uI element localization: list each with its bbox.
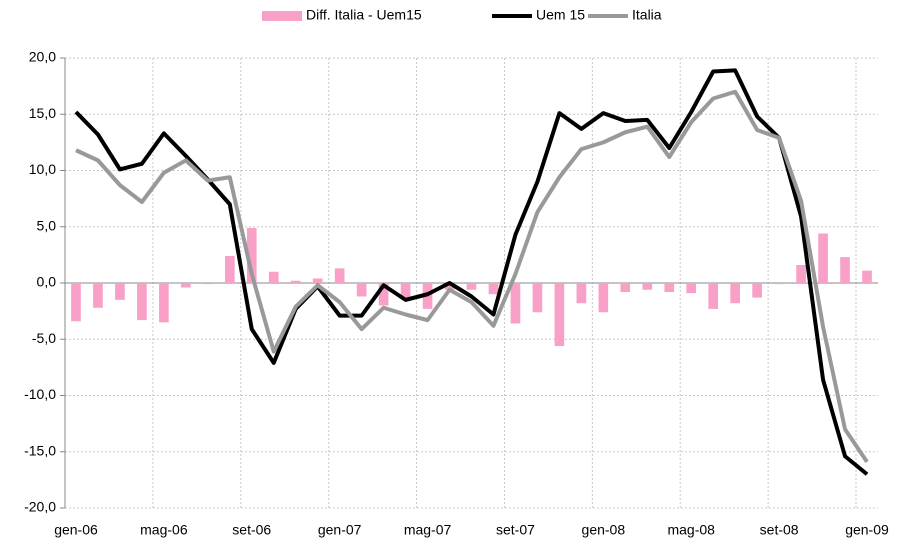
bar bbox=[290, 280, 301, 283]
bar bbox=[708, 283, 719, 309]
x-tick-label: mag-06 bbox=[140, 522, 188, 538]
y-tick-label: 5,0 bbox=[37, 217, 57, 233]
x-tick-label: mag-08 bbox=[667, 522, 715, 538]
legend-swatch bbox=[262, 11, 302, 21]
y-tick-label: -15,0 bbox=[24, 442, 56, 458]
x-tick-label: gen-09 bbox=[845, 522, 889, 538]
bar bbox=[246, 227, 257, 283]
bar bbox=[598, 283, 609, 313]
bar bbox=[137, 283, 147, 321]
y-tick-label: 15,0 bbox=[29, 105, 56, 121]
bar bbox=[840, 257, 850, 283]
bar bbox=[664, 283, 675, 292]
x-tick-label: set-06 bbox=[232, 522, 271, 538]
bar bbox=[752, 283, 762, 298]
bar bbox=[510, 283, 521, 324]
y-tick-label: 20,0 bbox=[29, 49, 56, 65]
x-tick-label: set-08 bbox=[760, 522, 799, 538]
bar bbox=[642, 283, 653, 290]
bar bbox=[268, 271, 279, 283]
bar bbox=[312, 278, 323, 283]
line bbox=[75, 89, 869, 463]
legend-label: Uem 15 bbox=[536, 7, 585, 23]
legend-label: Diff. Italia - Uem15 bbox=[306, 7, 422, 23]
x-tick-label: gen-08 bbox=[582, 522, 626, 538]
x-tick-label: gen-06 bbox=[54, 522, 98, 538]
bar bbox=[466, 283, 477, 290]
y-tick-label: -5,0 bbox=[32, 330, 56, 346]
y-tick-label: 0,0 bbox=[37, 274, 57, 290]
bar bbox=[181, 283, 191, 288]
bar bbox=[400, 283, 411, 298]
bar bbox=[818, 233, 828, 283]
bar bbox=[796, 265, 806, 283]
bar bbox=[71, 283, 81, 322]
bar bbox=[378, 283, 389, 306]
legend-label: Italia bbox=[632, 7, 662, 23]
x-tick-label: gen-07 bbox=[318, 522, 362, 538]
bar bbox=[686, 283, 697, 294]
bar bbox=[159, 283, 169, 323]
bar bbox=[444, 283, 455, 290]
bar bbox=[356, 283, 367, 297]
bar bbox=[576, 283, 587, 304]
bar bbox=[532, 283, 543, 313]
bar bbox=[93, 283, 103, 308]
bar bbox=[554, 283, 565, 346]
bar bbox=[115, 283, 125, 300]
y-tick-label: 10,0 bbox=[29, 161, 56, 177]
x-tick-label: set-07 bbox=[496, 522, 535, 538]
y-tick-label: -20,0 bbox=[24, 499, 56, 515]
bar bbox=[334, 268, 345, 283]
x-tick-label: mag-07 bbox=[404, 522, 452, 538]
y-tick-label: -10,0 bbox=[24, 386, 56, 402]
bar bbox=[774, 283, 784, 285]
bar bbox=[730, 283, 741, 304]
bar bbox=[488, 283, 499, 295]
bar bbox=[202, 283, 213, 285]
bar bbox=[862, 270, 872, 283]
bar bbox=[620, 283, 631, 292]
bar bbox=[224, 256, 235, 283]
line bbox=[74, 68, 869, 476]
